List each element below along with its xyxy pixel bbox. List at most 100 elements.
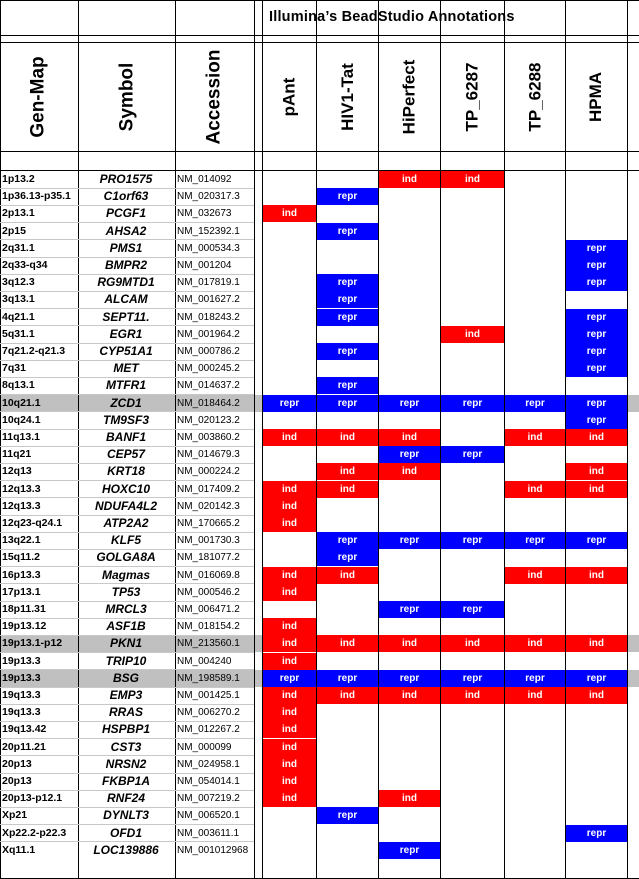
table-row: 19q13.42 HSPBP1 NM_012267.2 ind xyxy=(0,721,639,739)
annotation-badge: ind xyxy=(263,773,316,790)
accession-cell: NM_006471.2 xyxy=(177,604,240,615)
table-row: 1p36.13-p35.1 C1orf63 NM_020317.3 repr xyxy=(0,188,639,206)
genmap-cell: 11q13.1 xyxy=(2,431,40,443)
symbol-cell: HOXC10 xyxy=(101,481,151,496)
symbol-cell: ZCD1 xyxy=(110,395,142,410)
symbol-cell: KRT18 xyxy=(107,464,145,479)
accession-cell: NM_000546.2 xyxy=(177,586,240,598)
accession-cell: NM_000534.3 xyxy=(177,242,240,254)
row-separator xyxy=(0,376,254,378)
accession-cell: NM_001627.2 xyxy=(177,294,240,306)
table-row: 3q13.1 ALCAM NM_001627.2 repr xyxy=(0,291,639,309)
annotation-badge: repr xyxy=(566,325,627,343)
annotation-badge: ind xyxy=(379,463,440,481)
table-row: 7q31 MET NM_000245.2 repr xyxy=(0,360,639,378)
row-separator xyxy=(0,497,254,499)
symbol-cell: SEPT11. xyxy=(102,309,150,324)
table-row: 20p13 FKBP1A NM_054014.1 ind xyxy=(0,773,639,790)
annotation-badge: ind xyxy=(441,325,504,343)
annotation-badge: repr xyxy=(317,222,378,240)
header-hiv1-tat: HIV1-Tat xyxy=(337,63,357,131)
annotation-badge: ind xyxy=(379,687,440,704)
annotation-badge: ind xyxy=(263,429,316,446)
annotation-badge: ind xyxy=(317,463,378,481)
annotation-badge: repr xyxy=(379,669,440,687)
accession-cell: NM_006520.1 xyxy=(177,810,240,822)
annotation-badge: repr xyxy=(379,601,440,618)
genmap-cell: 3q12.3 xyxy=(2,276,35,289)
annotation-badge: repr xyxy=(379,394,440,412)
annotation-badge: ind xyxy=(566,463,627,481)
annotation-badge: ind xyxy=(379,635,440,653)
table-row: 3q12.3 RG9MTD1 NM_017819.1 repr repr xyxy=(0,274,639,292)
annotation-badge: repr xyxy=(505,394,565,412)
table-row: 19q13.3 EMP3 NM_001425.1 ind ind ind ind ind ind xyxy=(0,687,639,704)
annotation-badge: repr xyxy=(441,669,504,687)
genmap-cell: 19q13.3 xyxy=(2,689,41,701)
symbol-cell: MRCL3 xyxy=(105,602,147,616)
genmap-cell: 1p13.2 xyxy=(2,173,35,185)
table-row: 18p11.31 MRCL3 NM_006471.2 repr repr xyxy=(0,601,639,618)
column-divider xyxy=(565,0,566,879)
symbol-cell: AHSA2 xyxy=(105,223,147,238)
annotation-badge: ind xyxy=(441,171,504,188)
annotation-badge: ind xyxy=(566,687,627,704)
genmap-cell: 2q31.1 xyxy=(2,241,35,254)
table-row: 11q21 CEP57 NM_014679.3 repr repr xyxy=(0,446,639,464)
row-separator xyxy=(0,686,254,688)
annotation-badge: repr xyxy=(505,532,565,550)
table-row: 19q13.3 RRAS NM_006270.2 ind xyxy=(0,704,639,722)
row-separator xyxy=(0,256,254,258)
table-row: 20p13-p12.1 RNF24 NM_007219.2 ind ind xyxy=(0,790,639,808)
table-row: 1p13.2 PRO1575 NM_014092 ind ind xyxy=(0,171,639,188)
row-separator xyxy=(0,411,254,413)
annotation-badge: ind xyxy=(263,515,316,532)
annotation-badge: ind xyxy=(566,635,627,653)
table-row: 15q11.2 GOLGA8A NM_181077.2 repr xyxy=(0,549,639,567)
header-pant: pAnt xyxy=(279,77,299,117)
accession-cell: NM_014637.2 xyxy=(177,380,240,392)
row-separator xyxy=(0,755,254,757)
row-separator xyxy=(0,480,254,482)
symbol-cell: NDUFA4L2 xyxy=(94,498,157,513)
annotation-badge: ind xyxy=(505,480,565,498)
table-row: 2q31.1 PMS1 NM_000534.3 repr xyxy=(0,239,639,257)
row-separator xyxy=(0,841,254,843)
symbol-cell: ALCAM xyxy=(104,292,148,307)
annotation-badge: repr xyxy=(566,669,627,687)
column-divider xyxy=(378,0,379,879)
symbol-cell: PMS1 xyxy=(109,240,143,255)
header-genmap: Gen-Map xyxy=(28,56,49,138)
table-row: Xq11.1 LOC139886 NM_001012968 repr xyxy=(0,841,639,859)
accession-cell: NM_006270.2 xyxy=(177,707,240,719)
genmap-cell: 5q31.1 xyxy=(2,327,35,340)
annotation-badge: repr xyxy=(317,377,378,395)
annotation-badge: ind xyxy=(505,635,565,653)
symbol-cell: BANF1 xyxy=(105,430,146,444)
row-separator xyxy=(0,652,254,654)
header-tp-6287: TP_6287 xyxy=(462,62,482,132)
genmap-cell: 7q21.2-q21.3 xyxy=(2,345,66,357)
column-divider xyxy=(254,0,255,879)
table-row: 20p13 NRSN2 NM_024958.1 ind xyxy=(0,755,639,773)
genmap-cell: 10q24.1 xyxy=(2,413,41,426)
header-tp-6288: TP_6288 xyxy=(525,62,544,132)
row-separator xyxy=(0,428,254,430)
annotation-badge: repr xyxy=(566,274,627,292)
table-row: 11q13.1 BANF1 NM_003860.2 ind ind ind ind ind xyxy=(0,429,639,446)
annotation-badge: ind xyxy=(566,429,627,446)
annotation-badge: repr xyxy=(566,411,627,429)
accession-cell: NM_213560.1 xyxy=(177,638,240,650)
annotation-badge: repr xyxy=(317,291,378,309)
symbol-cell: ATP2A2 xyxy=(103,516,149,530)
row-divider xyxy=(0,151,639,152)
genmap-cell: Xq11.1 xyxy=(2,843,36,856)
annotation-badge: repr xyxy=(317,532,378,550)
annotation-badge: ind xyxy=(263,583,316,601)
annotation-badge: ind xyxy=(317,429,378,446)
symbol-cell: DYNLT3 xyxy=(103,808,149,823)
annotation-badge: ind xyxy=(379,790,440,808)
genmap-cell: 18p11.31 xyxy=(2,603,46,615)
symbol-cell: MET xyxy=(113,361,139,376)
header-hiperfect: HiPerfect xyxy=(399,59,419,135)
